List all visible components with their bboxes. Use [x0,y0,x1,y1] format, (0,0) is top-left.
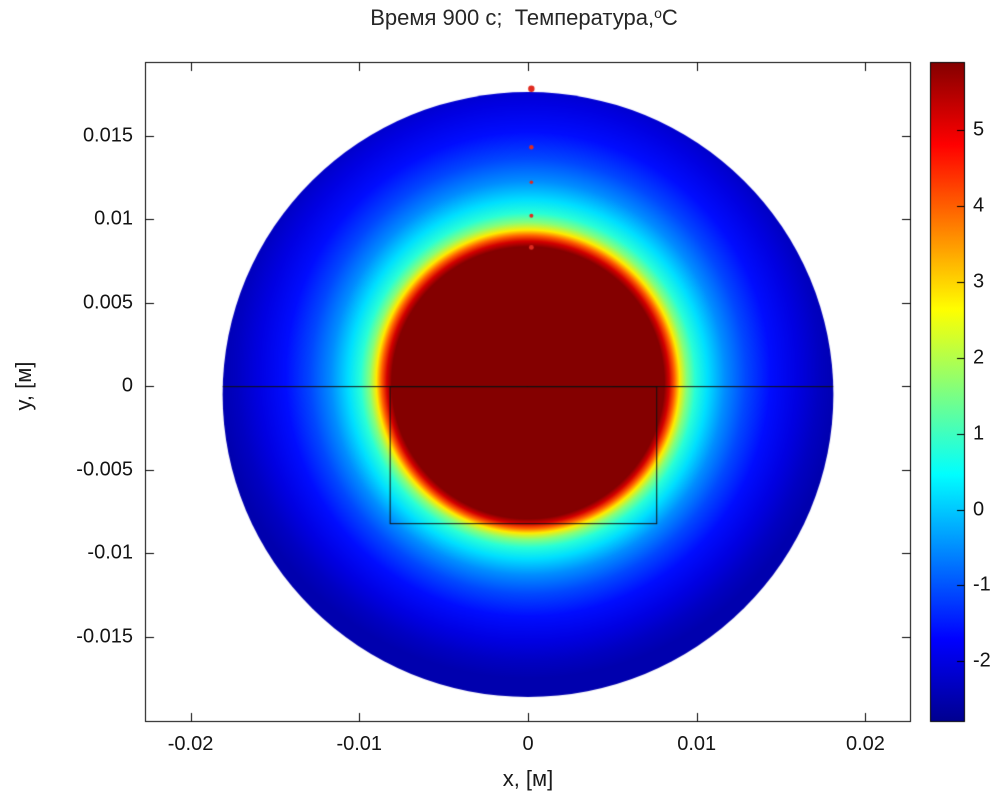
chart-title-text: Время 900 с; Температура, [370,5,655,30]
y-tick-label: -0.01 [87,541,133,564]
y-tick-label: 0.01 [94,207,133,230]
x-tick-label: 0.02 [845,733,885,755]
colorbar-tick-label: 1 [973,422,985,445]
y-axis-label: y, [м] [11,361,36,411]
x-tick-label: -0.02 [167,733,214,755]
colorbar-tick-label: 0 [973,498,985,521]
colorbar-tick-label: 2 [973,346,985,369]
colorbar-tick-label: -2 [973,649,991,672]
y-tick-label: 0 [121,374,133,397]
x-tick-label: -0.01 [336,733,383,755]
y-tick-label: -0.005 [76,458,133,481]
y-tick-label: 0.015 [82,124,133,147]
colorbar-tick-label: 3 [973,270,985,293]
colorbar-tick-label: 5 [973,118,985,141]
chart-title-unit: C [661,5,678,30]
y-tick-label: -0.015 [76,625,133,648]
colorbar-tick-label: 4 [973,194,985,217]
x-axis-label: x, [м] [502,766,554,791]
colorbar-tick-label: -1 [973,573,991,596]
x-tick-label: 0 [522,733,534,755]
x-tick-label: 0.01 [677,733,717,755]
y-tick-label: 0.005 [82,291,133,314]
degree-superscript: o [654,5,662,21]
chart-title: Время 900 с; Температура,oC [370,5,678,31]
